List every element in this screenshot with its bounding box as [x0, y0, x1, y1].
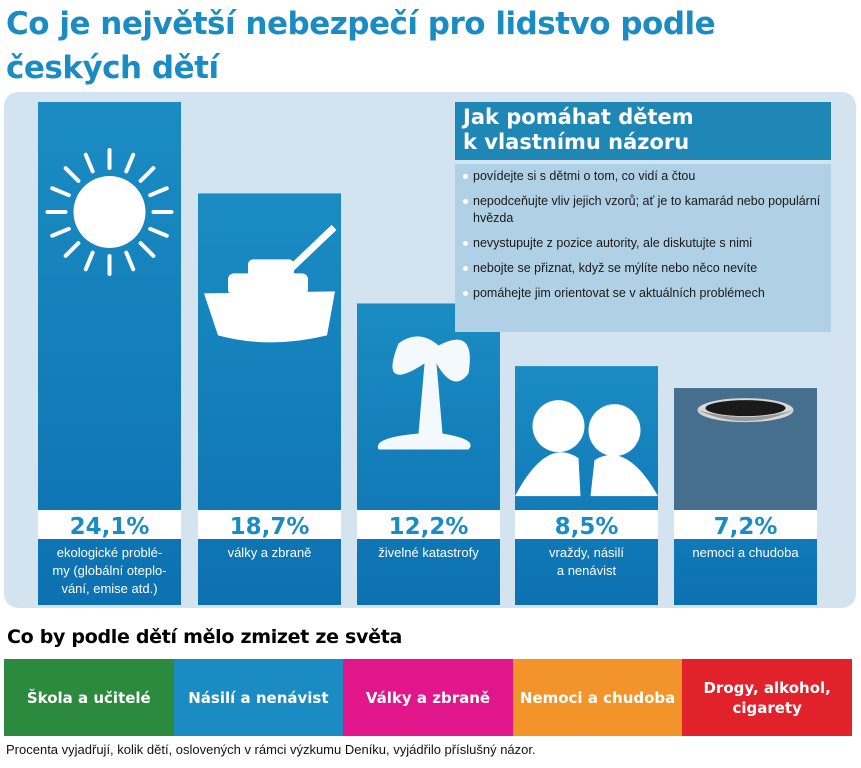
value-box	[515, 510, 658, 539]
advice-box: Jak pomáhat dětem k vlastnímu názoru pov…	[455, 102, 831, 332]
tank-icon	[204, 224, 337, 343]
value-box	[38, 510, 181, 539]
value-label: 8,5%	[555, 514, 619, 540]
category-label-line: války a zbraně	[227, 545, 312, 560]
advice-item: nevystupujte z pozice autority, ale disk…	[463, 235, 825, 252]
advice-item: povídejte si s dětmi o tom, co vidí a čt…	[463, 168, 825, 185]
category-label: nemoci a chudoba	[674, 544, 817, 562]
category-label-line: ekologické problé-	[56, 545, 163, 560]
value-label: 24,1%	[70, 514, 150, 540]
disappear-title: Co by podle dětí mělo zmizet ze světa	[7, 626, 402, 648]
disappear-item: Války a zbraně	[343, 659, 513, 736]
bowl-icon	[674, 388, 817, 510]
explosion-icon	[377, 336, 471, 450]
category-label-line: vraždy, násilí	[549, 545, 624, 560]
advice-title: Jak pomáhat dětem k vlastnímu názoru	[455, 102, 831, 160]
category-label-line: vání, emise atd.)	[61, 581, 158, 596]
category-label-line: my (globální oteplo-	[52, 563, 167, 578]
value-box	[674, 510, 817, 539]
page-title: Co je největší nebezpečí pro lidstvo pod…	[6, 6, 716, 86]
value-box	[357, 510, 500, 539]
category-label: vraždy, násilí a nenávist	[515, 544, 658, 580]
value-label: 18,7%	[230, 514, 310, 540]
category-label: ekologické problé-my (globální oteplo-vá…	[38, 544, 181, 598]
advice-title-line: k vlastnímu názoru	[463, 130, 690, 154]
sun-icon	[45, 148, 174, 276]
value-box	[198, 510, 341, 539]
advice-item: nebojte se přiznat, když se mýlíte nebo …	[463, 260, 825, 277]
disappear-item: Škola a učitelé	[4, 659, 174, 736]
advice-list: povídejte si s dětmi o tom, co vidí a čt…	[455, 164, 831, 332]
category-label-line: živelné katastrofy	[378, 545, 479, 560]
advice-title-line: Jak pomáhat dětem	[463, 105, 694, 129]
bar-chart: 24,1% 18,7% 12,2% 8,5% 7,2%	[38, 102, 817, 606]
category-label-line: nemoci a chudoba	[692, 545, 799, 560]
category-label: živelné katastrofy	[357, 544, 500, 562]
footnote: Procenta vyjadřují, kolik dětí, oslovený…	[6, 742, 536, 757]
value-label: 12,2%	[389, 514, 469, 540]
disappear-strip: Škola a učitelé Násilí a nenávist Války …	[4, 659, 852, 736]
value-label: 7,2%	[714, 514, 778, 540]
advice-item: nepodceňujte vliv jejich vzorů; ať je to…	[463, 193, 825, 227]
disappear-item: Násilí a nenávist	[173, 659, 344, 736]
disappear-item: Nemoci a chudoba	[512, 659, 683, 736]
advice-item: pomáhejte jim orientovat se v aktuálních…	[463, 285, 825, 302]
disappear-item: Drogy, alkohol, cigarety	[682, 659, 852, 736]
category-label: války a zbraně	[198, 544, 341, 562]
couple-icon	[515, 400, 658, 497]
category-label-line: a nenávist	[556, 563, 617, 578]
